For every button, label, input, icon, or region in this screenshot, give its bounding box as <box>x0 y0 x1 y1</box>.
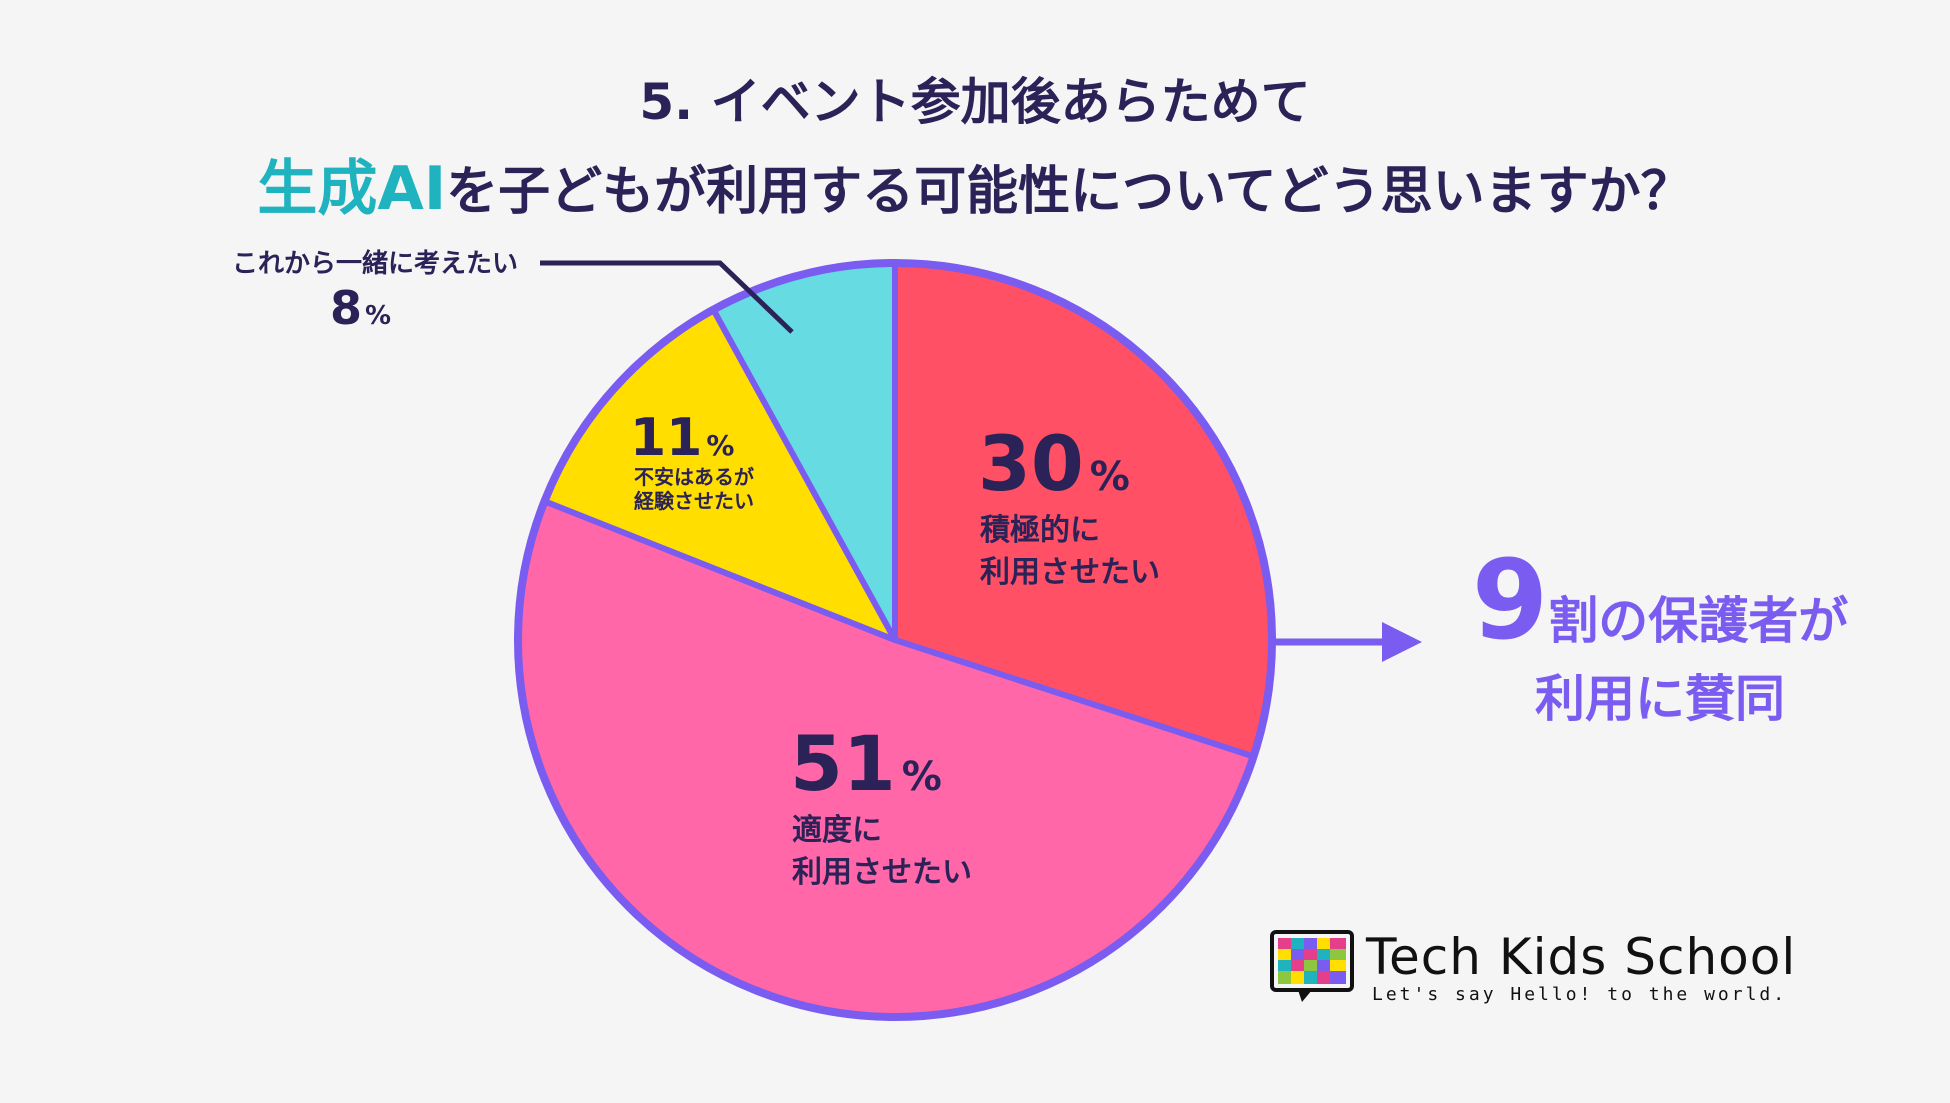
slice-51-label-line1: 適度に <box>792 813 882 848</box>
slice-30-label-line1: 積極的に <box>980 513 1100 548</box>
logo-name: Tech Kids School <box>1366 928 1797 986</box>
callout-text: 9割の保護者が 利用に賛同 <box>1420 545 1900 731</box>
slice-30-percent-sign: % <box>1090 454 1130 500</box>
slice-8-percent-sign: % <box>365 301 391 331</box>
chart-title-line2: 生成AIを子どもが利用する可能性についてどう思いますか？ <box>0 140 1950 227</box>
callout-arrow-head <box>1382 622 1422 662</box>
callout-text-line1: 割の保護者が <box>1548 592 1849 650</box>
slice-30-value: 30 <box>978 419 1084 508</box>
callout-text-line2: 利用に賛同 <box>1535 670 1785 728</box>
slice-8-leader-line <box>540 260 794 334</box>
logo-tagline: Let's say Hello! to the world. <box>1372 984 1788 1005</box>
slice-51-percent: 51% <box>790 719 942 808</box>
slice-30-percent: 30% <box>978 419 1130 508</box>
slice-8-value: 8 <box>330 281 362 335</box>
tech-kids-school-logo: Tech Kids School Let's say Hello! to the… <box>1268 928 1828 1008</box>
slice-51-label-line2: 利用させたい <box>792 855 972 890</box>
chart-title-line1: 5. イベント参加後あらためて <box>639 73 1311 131</box>
slice-11-value: 11 <box>630 408 702 468</box>
slice-8-label: これから一緒に考えたい <box>232 248 518 279</box>
slice-11-percent-sign: % <box>706 429 734 462</box>
slice-11-label-line2: 経験させたい <box>634 489 754 513</box>
logo-mosaic-icon <box>1270 930 1354 1002</box>
slice-8-percent: 8% <box>330 281 391 335</box>
callout-number: 9 <box>1471 536 1549 664</box>
slice-51-value: 51 <box>790 719 896 808</box>
slice-30-label-line2: 利用させたい <box>980 555 1160 590</box>
slice-11-percent: 11% <box>630 408 734 468</box>
slice-51-percent-sign: % <box>902 754 942 800</box>
title-rest: を子どもが利用する可能性についてどう思いますか？ <box>446 162 1693 222</box>
title-highlight: 生成AI <box>257 154 447 224</box>
slice-11-label-line1: 不安はあるが <box>634 465 754 489</box>
